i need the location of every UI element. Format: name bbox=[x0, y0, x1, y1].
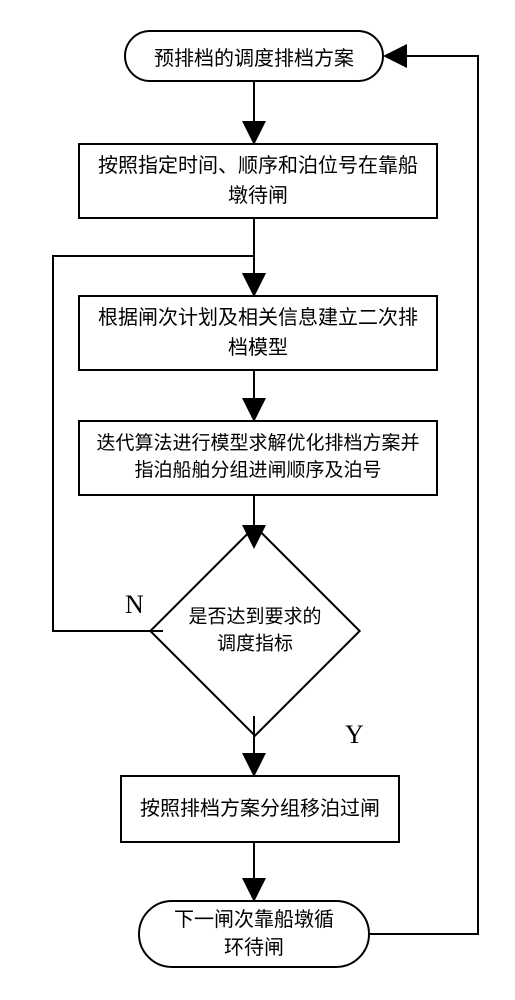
edge-d1-no-loop bbox=[53, 256, 254, 631]
edge-end-start-loop bbox=[370, 56, 478, 934]
flowchart-edges bbox=[0, 0, 515, 1000]
